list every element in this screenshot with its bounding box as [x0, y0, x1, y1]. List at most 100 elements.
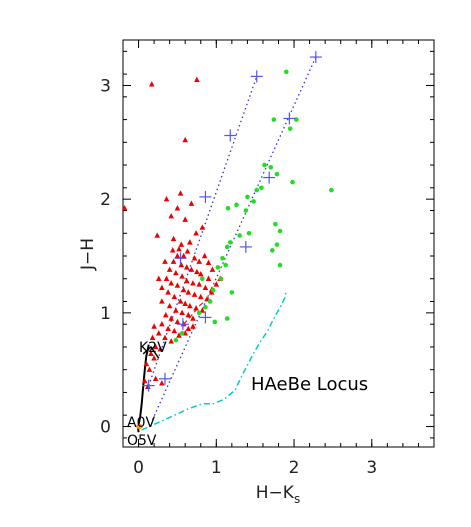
green-circle-point: [207, 299, 213, 304]
green-circle-point: [220, 255, 225, 261]
red-triangle-point: [202, 284, 209, 291]
red-triangle-point: [173, 269, 179, 276]
red-triangle-point: [148, 350, 154, 356]
red-triangle-point: [174, 205, 181, 211]
dwarf-star-marker: [137, 424, 143, 430]
green-circle-point: [287, 126, 293, 131]
red-triangle-point: [159, 284, 165, 291]
red-triangle-point: [146, 366, 153, 372]
x-tick-label: 0: [133, 458, 144, 478]
green-circle-point: [210, 287, 216, 293]
x-tick-label: 1: [211, 458, 222, 478]
red-triangle-point: [190, 280, 196, 286]
axis-ticks: [122, 40, 435, 447]
red-triangle-point: [197, 270, 204, 277]
red-triangle-point: [173, 307, 179, 313]
green-circle-point: [223, 262, 228, 268]
red-triangle-point: [168, 213, 175, 219]
chart-points: [121, 69, 334, 389]
red-triangle-point: [143, 360, 150, 367]
red-triangle-point: [166, 302, 173, 309]
x-axis-title-main: H−K: [256, 483, 295, 503]
red-triangle-point: [183, 277, 190, 284]
red-triangle-point: [183, 264, 190, 270]
red-triangle-point: [163, 275, 170, 281]
red-triangle-point: [169, 247, 176, 253]
green-circle-point: [243, 208, 249, 213]
red-triangle-point: [152, 343, 159, 350]
green-circle-point: [259, 185, 264, 191]
red-triangle-point: [166, 266, 173, 272]
y-tick-label: 3: [100, 76, 111, 96]
red-triangle-point: [179, 309, 185, 316]
green-circle-point: [274, 171, 280, 177]
green-circle-point: [225, 205, 231, 211]
red-triangle-point: [168, 315, 175, 321]
red-triangle-point: [168, 280, 175, 286]
red-triangle-point: [180, 252, 187, 259]
x-tick-labels: 0 1 2 3: [133, 458, 377, 478]
green-circle-point: [277, 262, 283, 268]
red-triangle-point: [155, 330, 162, 336]
chart-markers: [136, 51, 322, 430]
a0v-label: A0V: [127, 415, 155, 431]
green-circle-point: [271, 117, 277, 122]
haebe-locus-line: [141, 289, 288, 431]
haebe-locus-label: HAeBe Locus: [251, 374, 368, 395]
red-triangle-point: [149, 334, 156, 341]
red-triangle-point: [182, 216, 188, 222]
red-triangle-point: [176, 332, 182, 338]
red-triangle-point: [165, 325, 171, 331]
red-triangle-point: [154, 232, 161, 238]
green-circle-point: [227, 240, 233, 245]
green-circle-point: [234, 202, 239, 208]
red-triangle-point: [196, 281, 202, 287]
y-axis-title: J−H: [78, 238, 98, 271]
red-triangle-point: [171, 293, 178, 300]
red-triangle-point: [194, 76, 200, 82]
red-triangle-point: [185, 311, 192, 318]
green-circle-point: [215, 265, 221, 270]
red-triangle-point: [177, 298, 184, 304]
red-triangle-point: [187, 302, 193, 309]
y-tick-label: 1: [100, 304, 111, 324]
red-triangle-point: [187, 239, 193, 245]
red-triangle-point: [151, 355, 157, 361]
green-circle-point: [246, 230, 252, 236]
green-circle-point: [274, 242, 280, 247]
red-triangle-point: [193, 230, 199, 236]
red-triangle-point: [197, 293, 204, 300]
red-triangle-point: [182, 300, 188, 306]
red-triangle-point: [170, 258, 177, 264]
red-triangle-point: [180, 286, 187, 293]
green-circle-point: [273, 221, 278, 227]
green-circle-point: [173, 337, 179, 343]
red-triangle-point: [208, 289, 215, 295]
red-triangle-point: [165, 289, 171, 295]
red-triangle-point: [174, 318, 181, 325]
red-triangle-point: [162, 258, 168, 264]
red-triangle-point: [121, 205, 128, 211]
red-triangle-point: [178, 261, 185, 268]
red-triangle-point: [201, 252, 208, 259]
red-triangle-point: [193, 305, 199, 311]
green-circle-point: [262, 162, 267, 168]
red-triangle-point: [178, 241, 185, 247]
y-tick-label: 0: [100, 418, 111, 438]
red-triangle-point: [176, 245, 182, 252]
k2v-label: K2V: [139, 340, 167, 356]
red-triangle-point: [194, 268, 200, 275]
red-triangle-point: [190, 315, 196, 321]
red-triangle-point: [159, 380, 165, 386]
red-triangle-point: [168, 338, 175, 344]
red-triangle-point: [188, 266, 195, 272]
y-tick-labels: 0 1 2 3: [100, 76, 111, 437]
red-triangle-point: [163, 195, 170, 202]
green-circle-point: [283, 69, 289, 75]
red-triangle-point: [191, 291, 198, 297]
red-triangle-point: [155, 275, 162, 281]
red-triangle-point: [188, 200, 195, 206]
k2v-bend-line: [142, 345, 160, 359]
green-circle-point: [329, 187, 334, 193]
red-triangle-point: [190, 323, 196, 329]
